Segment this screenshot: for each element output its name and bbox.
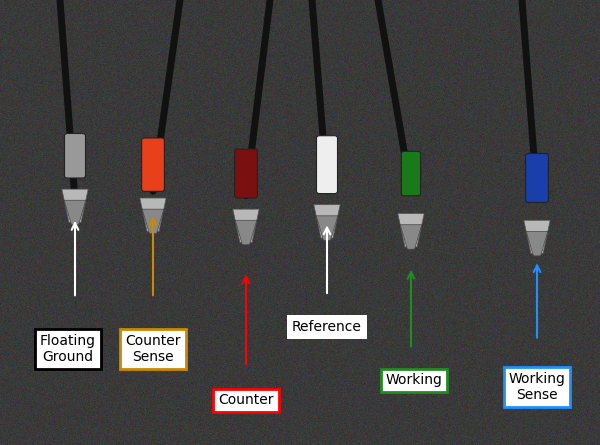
- Polygon shape: [62, 189, 88, 222]
- Text: Counter: Counter: [218, 393, 274, 408]
- Polygon shape: [526, 231, 548, 256]
- Polygon shape: [142, 209, 164, 234]
- FancyBboxPatch shape: [235, 149, 257, 198]
- Text: Working
Sense: Working Sense: [509, 372, 565, 402]
- Text: Counter
Sense: Counter Sense: [125, 334, 181, 364]
- Polygon shape: [64, 200, 86, 225]
- Polygon shape: [233, 209, 259, 243]
- Polygon shape: [235, 220, 257, 245]
- Polygon shape: [524, 220, 550, 254]
- FancyBboxPatch shape: [65, 134, 86, 178]
- Text: Working: Working: [386, 373, 442, 388]
- Polygon shape: [314, 205, 340, 238]
- Polygon shape: [398, 214, 424, 247]
- Polygon shape: [140, 198, 166, 231]
- Text: Reference: Reference: [292, 320, 362, 334]
- FancyBboxPatch shape: [317, 136, 338, 194]
- FancyBboxPatch shape: [142, 138, 164, 191]
- Polygon shape: [316, 216, 338, 240]
- FancyBboxPatch shape: [526, 154, 548, 202]
- FancyBboxPatch shape: [401, 151, 421, 196]
- Polygon shape: [400, 225, 422, 249]
- Text: Floating
Ground: Floating Ground: [40, 334, 96, 364]
